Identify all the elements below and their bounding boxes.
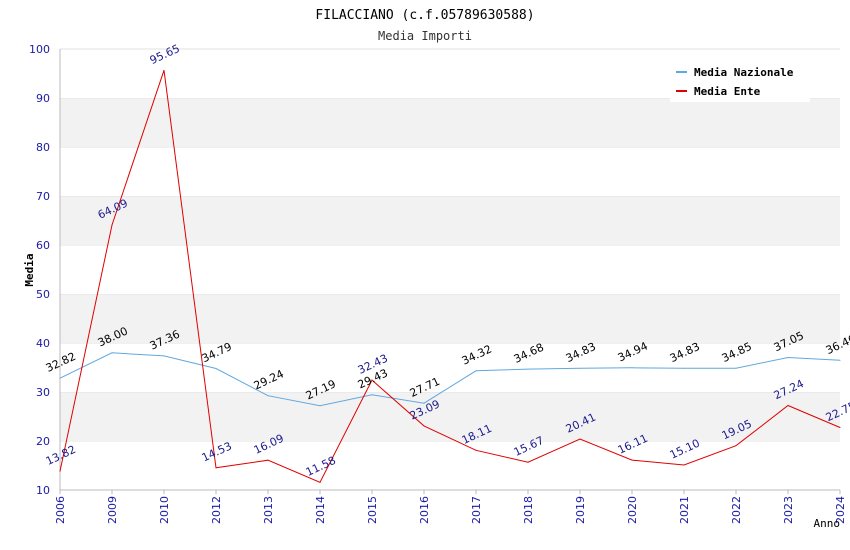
y-tick-label: 10 xyxy=(36,484,50,497)
y-tick-label: 90 xyxy=(36,92,50,105)
grid-band xyxy=(60,294,840,343)
x-tick-label: 2015 xyxy=(366,496,379,524)
x-tick-label: 2023 xyxy=(782,496,795,524)
series-lines xyxy=(59,69,841,483)
x-tick-label: 2021 xyxy=(678,496,691,524)
data-point xyxy=(527,461,529,463)
data-point xyxy=(683,367,685,369)
data-point xyxy=(371,394,373,396)
data-point xyxy=(475,449,477,451)
x-tick-label: 2022 xyxy=(730,496,743,524)
data-point xyxy=(631,367,633,369)
data-point xyxy=(215,467,217,469)
chart-subtitle: Media Importi xyxy=(378,29,472,43)
data-point xyxy=(423,402,425,404)
data-point xyxy=(163,69,165,71)
grid-band xyxy=(60,343,840,392)
y-tick-label: 40 xyxy=(36,337,50,350)
y-tick-label: 30 xyxy=(36,386,50,399)
legend-box xyxy=(670,58,810,102)
data-point xyxy=(631,459,633,461)
grid-band xyxy=(60,245,840,294)
data-point xyxy=(735,367,737,369)
x-tick-label: 2014 xyxy=(314,496,327,524)
x-tick-label: 2016 xyxy=(418,496,431,524)
x-tick-label: 2018 xyxy=(522,496,535,524)
data-point xyxy=(787,405,789,407)
data-point xyxy=(839,359,841,361)
x-tick-label: 2010 xyxy=(158,496,171,524)
data-point xyxy=(735,445,737,447)
data-point xyxy=(839,427,841,429)
y-tick-label: 100 xyxy=(29,43,50,56)
legend-label: Media Nazionale xyxy=(694,66,794,79)
x-tick-label: 2019 xyxy=(574,496,587,524)
data-point xyxy=(59,377,61,379)
x-tick-label: 2024 xyxy=(834,496,847,524)
y-tick-label: 70 xyxy=(36,190,50,203)
data-point xyxy=(163,355,165,357)
series-line xyxy=(59,352,841,407)
data-point xyxy=(423,425,425,427)
x-tick-label: 2012 xyxy=(210,496,223,524)
series-line xyxy=(59,70,841,483)
grid-band xyxy=(60,147,840,196)
axes xyxy=(59,49,841,494)
grid-band xyxy=(60,441,840,490)
y-axis-label: Media xyxy=(23,253,36,286)
y-tick-label: 60 xyxy=(36,239,50,252)
x-tick-label: 2017 xyxy=(470,496,483,524)
data-point xyxy=(111,224,113,226)
grid-band xyxy=(60,98,840,147)
y-tick-label: 80 xyxy=(36,141,50,154)
y-tick-label: 20 xyxy=(36,435,50,448)
legend: Media Nazionale Media Ente xyxy=(670,58,810,102)
x-axis-label: Anno xyxy=(814,517,841,530)
x-tick-label: 2006 xyxy=(54,496,67,524)
data-point xyxy=(475,370,477,372)
data-point xyxy=(319,405,321,407)
grid-band xyxy=(60,196,840,245)
data-point xyxy=(267,395,269,397)
data-point xyxy=(371,379,373,381)
data-point xyxy=(267,459,269,461)
data-point xyxy=(683,464,685,466)
data-point xyxy=(319,481,321,483)
chart-title: FILACCIANO (c.f.05789630588) xyxy=(315,8,534,23)
data-point xyxy=(215,368,217,370)
data-point xyxy=(579,438,581,440)
data-point xyxy=(111,352,113,354)
data-point xyxy=(579,367,581,369)
data-point xyxy=(527,368,529,370)
x-tick-label: 2020 xyxy=(626,496,639,524)
legend-label: Media Ente xyxy=(694,85,761,98)
y-tick-labels: 10 20 30 40 50 60 70 80 90 100 xyxy=(29,43,50,497)
x-tick-labels: 2006 2009 2010 2012 2013 2014 2015 2016 2017 2018… xyxy=(54,496,847,524)
x-tick-label: 2013 xyxy=(262,496,275,524)
grid-bands xyxy=(60,48,840,490)
y-tick-label: 50 xyxy=(36,288,50,301)
x-tick-label: 2009 xyxy=(106,496,119,524)
data-point xyxy=(787,356,789,358)
grid-band xyxy=(60,392,840,441)
data-point xyxy=(59,470,61,472)
